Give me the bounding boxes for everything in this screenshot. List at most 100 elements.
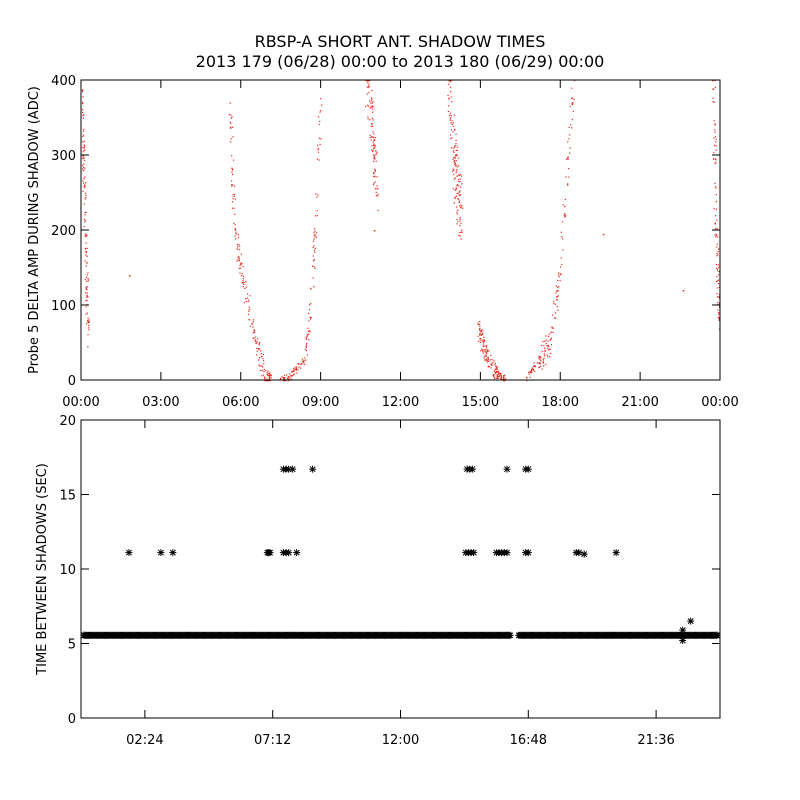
scatter-point [479,338,481,340]
top-x-tick-label: 00:00 [701,395,738,410]
scatter-point [82,147,84,149]
scatter-point [318,123,320,126]
scatter-point [456,185,458,187]
scatter-point [503,376,505,378]
scatter-point [313,286,315,288]
scatter-point [233,222,235,224]
scatter-point [534,366,537,368]
scatter-point [452,158,454,160]
scatter-point [549,356,551,358]
scatter-point [713,157,715,160]
scatter-point [238,267,240,270]
scatter-point [263,371,265,373]
scatter-point [453,162,456,164]
scatter-point [303,360,305,362]
scatter-point [484,359,486,362]
scatter-point [85,242,87,244]
scatter-point [374,154,376,156]
scatter-point [461,183,463,185]
scatter-point [309,318,312,320]
scatter-point [542,360,544,362]
scatter-point [371,136,374,138]
scatter-point [87,319,89,322]
scatter-point [373,184,375,186]
scatter-point [375,150,377,152]
scatter-point [291,371,294,373]
scatter-point [715,187,717,189]
scatter-point [458,180,460,183]
scatter-point [718,311,720,314]
scatter-point [247,313,250,315]
scatter-point [233,207,235,209]
scatter-point [236,248,238,250]
scatter-point [374,145,376,147]
scatter-point [229,127,232,129]
scatter-point [449,112,452,114]
scatter-point [235,233,237,235]
scatter-point [718,248,720,250]
scatter-point [564,215,567,217]
scatter-point [534,365,536,367]
scatter-point [565,176,567,178]
scatter-point [492,375,495,377]
scatter-point [503,378,505,380]
scatter-point [306,354,308,356]
scatter-point [85,254,87,256]
scatter-point [499,373,501,375]
scatter-point [483,336,485,339]
scatter-point [714,223,716,225]
scatter-point [283,377,285,379]
top-axes: 00:00 03:00 06:00 09:00 12:00 15:00 18:00 21:00… [27,74,739,410]
scatter-point [602,233,605,236]
scatter-point [305,345,307,347]
asterisk-point [679,626,687,634]
scatter-point [82,141,84,143]
scatter-point [481,349,484,351]
scatter-point [714,80,716,82]
scatter-point [82,89,84,91]
scatter-point [231,207,234,209]
asterisk-point [524,549,532,557]
scatter-point [82,164,84,167]
scatter-point [87,278,89,280]
scatter-point [317,148,320,150]
scatter-point [496,377,498,380]
scatter-point [477,323,479,326]
scatter-point [252,321,254,323]
scatter-point [85,288,87,290]
scatter-point [555,285,557,287]
scatter-point [452,170,454,172]
scatter-point [265,380,268,382]
scatter-point [545,335,547,337]
scatter-point [495,372,497,375]
scatter-point [479,325,481,327]
scatter-point [714,185,717,188]
scatter-point [451,80,453,82]
scatter-point [460,229,463,231]
scatter-point [571,87,573,89]
scatter-point [715,201,717,203]
scatter-point [374,168,376,170]
scatter-point [480,331,482,333]
scatter-point [87,280,89,282]
scatter-point [85,194,87,196]
scatter-point [236,260,238,262]
scatter-point [503,375,505,377]
scatter-point [235,232,237,234]
scatter-point [371,108,374,110]
scatter-point [714,124,717,126]
scatter-point [458,194,460,196]
scatter-point [298,363,300,365]
scatter-point [714,228,717,230]
scatter-point [371,125,374,127]
scatter-point [559,266,562,268]
scatter-point [266,372,268,374]
asterisk-point [293,549,301,557]
scatter-point [293,370,295,372]
scatter-point [232,194,234,196]
scatter-point [286,374,288,376]
scatter-point [556,306,558,308]
scatter-point [266,373,268,376]
scatter-point [482,350,484,352]
scatter-point [454,114,456,116]
